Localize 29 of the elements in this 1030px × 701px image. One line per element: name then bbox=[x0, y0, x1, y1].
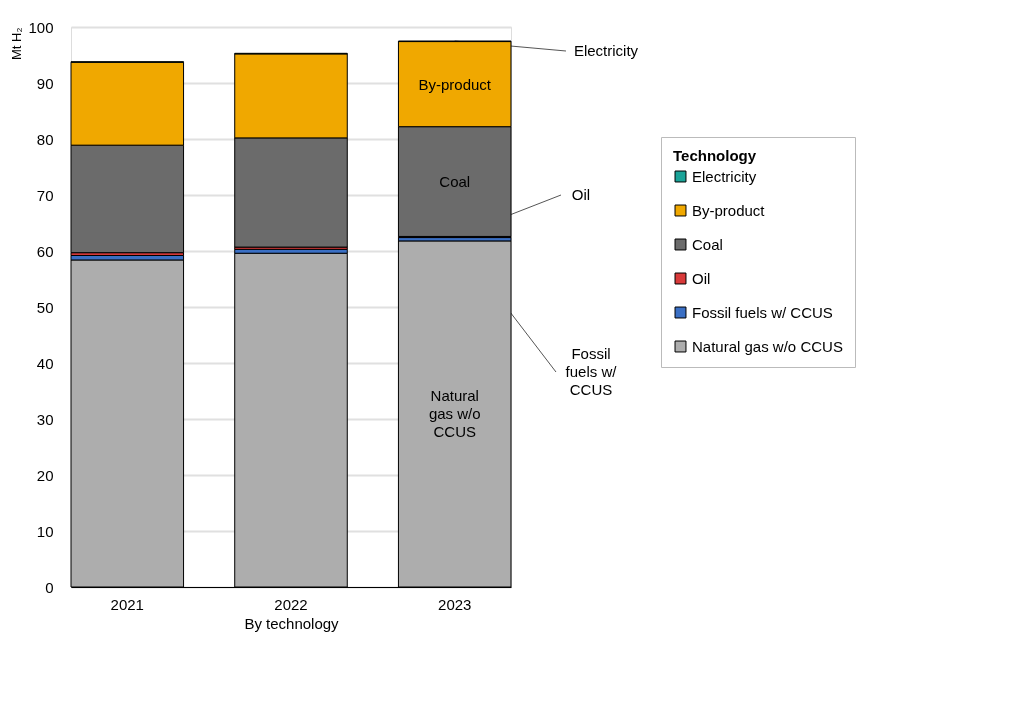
annotation: Coal bbox=[439, 173, 471, 190]
x-tick-label: 2022 bbox=[274, 595, 308, 613]
y-tick-label: 20 bbox=[36, 466, 54, 484]
legend-label: Natural gas w/o CCUS bbox=[692, 337, 843, 355]
y-tick-label: 70 bbox=[36, 186, 54, 204]
annotation: Natural gas w/o CCUS bbox=[428, 387, 481, 440]
y-tick-label: 50 bbox=[36, 298, 54, 316]
annotation: Electricity bbox=[573, 42, 639, 59]
y-tick-label: 0 bbox=[45, 578, 54, 596]
y-axis-title: Mt H₂ bbox=[9, 27, 25, 60]
y-tick-label: 10 bbox=[36, 522, 54, 540]
annotation: Fossil fuels w/ CCUS bbox=[565, 345, 618, 398]
legend-title: Technology bbox=[673, 147, 757, 164]
x-tick-label: 2021 bbox=[110, 595, 144, 613]
x-tick-label: 2023 bbox=[438, 595, 472, 613]
y-tick-label: 90 bbox=[36, 74, 54, 92]
y-tick-label: 40 bbox=[36, 354, 54, 372]
legend-label: Coal bbox=[692, 235, 723, 253]
x-axis-title: By technology bbox=[244, 614, 340, 632]
legend-label: Electricity bbox=[692, 167, 757, 185]
annotation: Oil bbox=[571, 186, 591, 203]
y-tick-label: 60 bbox=[36, 242, 54, 260]
annotation: By-product bbox=[418, 76, 492, 93]
legend-label: By-product bbox=[692, 201, 766, 219]
y-tick-label: 100 bbox=[28, 18, 54, 36]
y-tick-label: 80 bbox=[36, 130, 54, 148]
y-tick-label: 30 bbox=[36, 410, 54, 428]
legend-label: Fossil fuels w/ CCUS bbox=[692, 303, 833, 321]
legend-label: Oil bbox=[692, 269, 711, 287]
